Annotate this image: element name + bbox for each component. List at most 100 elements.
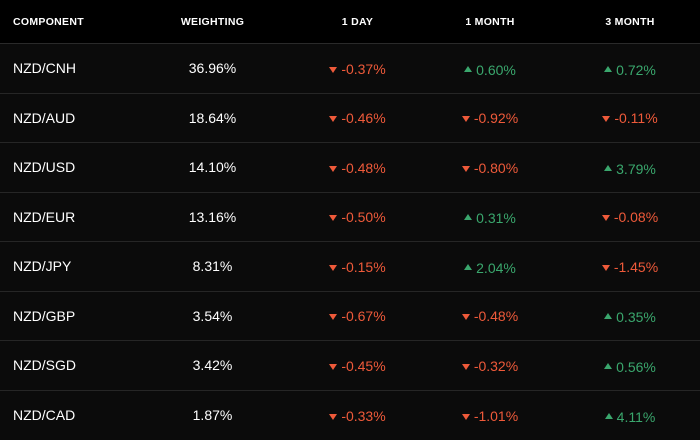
triangle-up-icon	[464, 66, 472, 72]
triangle-down-icon	[462, 116, 470, 122]
change-value: 0.72%	[604, 62, 656, 78]
change-value: -0.32%	[462, 358, 518, 374]
triangle-down-icon	[329, 166, 337, 172]
change-value: -0.33%	[329, 408, 385, 424]
triangle-up-icon	[604, 363, 612, 369]
change-1-month-cell: 0.60%	[420, 59, 560, 78]
table-header-row: COMPONENT WEIGHTING 1 DAY 1 MONTH 3 MONT…	[0, 0, 700, 44]
weighting-cell: 3.54%	[130, 308, 295, 324]
change-1-day-cell: -0.45%	[295, 357, 420, 374]
triangle-down-icon	[329, 116, 337, 122]
change-3-month-cell: 0.35%	[560, 306, 700, 325]
change-value: -0.08%	[602, 209, 658, 225]
triangle-down-icon	[602, 116, 610, 122]
component-cell: NZD/AUD	[0, 110, 130, 126]
change-1-month-cell: -0.92%	[420, 109, 560, 126]
change-value: -1.01%	[462, 408, 518, 424]
change-1-month-cell: -0.32%	[420, 357, 560, 374]
change-text: 0.31%	[476, 210, 516, 226]
weighting-cell: 13.16%	[130, 209, 295, 225]
change-3-month-cell: -0.11%	[560, 109, 700, 126]
triangle-down-icon	[329, 314, 337, 320]
change-text: -0.48%	[341, 160, 385, 176]
change-1-day-cell: -0.48%	[295, 159, 420, 176]
triangle-up-icon	[604, 165, 612, 171]
change-value: 0.35%	[604, 309, 656, 325]
change-1-month-cell: -0.48%	[420, 307, 560, 324]
change-3-month-cell: 0.72%	[560, 59, 700, 78]
triangle-up-icon	[604, 313, 612, 319]
change-3-month-cell: 0.56%	[560, 356, 700, 375]
change-value: 0.31%	[464, 210, 516, 226]
change-value: -0.92%	[462, 110, 518, 126]
change-text: -1.45%	[614, 259, 658, 275]
change-value: -0.15%	[329, 259, 385, 275]
change-value: 2.04%	[464, 260, 516, 276]
triangle-up-icon	[464, 264, 472, 270]
change-text: -0.33%	[341, 408, 385, 424]
triangle-down-icon	[329, 265, 337, 271]
column-header-1-month[interactable]: 1 MONTH	[420, 16, 560, 28]
column-header-component[interactable]: COMPONENT	[0, 16, 130, 28]
change-3-month-cell: -0.08%	[560, 208, 700, 225]
triangle-up-icon	[604, 66, 612, 72]
change-1-day-cell: -0.15%	[295, 258, 420, 275]
change-text: -0.80%	[474, 160, 518, 176]
change-value: -0.80%	[462, 160, 518, 176]
component-cell: NZD/USD	[0, 159, 130, 175]
change-value: -0.11%	[602, 110, 657, 126]
component-cell: NZD/JPY	[0, 258, 130, 274]
weighting-cell: 14.10%	[130, 159, 295, 175]
change-text: 4.11%	[617, 409, 656, 425]
change-1-day-cell: -0.37%	[295, 60, 420, 77]
weighting-cell: 3.42%	[130, 357, 295, 373]
column-header-weighting[interactable]: WEIGHTING	[130, 16, 295, 28]
component-cell: NZD/GBP	[0, 308, 130, 324]
change-1-month-cell: -1.01%	[420, 407, 560, 424]
change-text: -0.50%	[341, 209, 385, 225]
change-value: 0.60%	[464, 62, 516, 78]
weighting-cell: 1.87%	[130, 407, 295, 423]
triangle-up-icon	[605, 413, 613, 419]
change-text: -0.46%	[341, 110, 385, 126]
change-text: 0.35%	[616, 309, 656, 325]
change-text: 0.72%	[616, 62, 656, 78]
change-value: 4.11%	[605, 409, 656, 425]
component-cell: NZD/CAD	[0, 407, 130, 423]
change-value: -0.46%	[329, 110, 385, 126]
change-text: -0.32%	[474, 358, 518, 374]
change-3-month-cell: 4.11%	[560, 406, 700, 425]
column-header-3-month[interactable]: 3 MONTH	[560, 16, 700, 28]
component-cell: NZD/CNH	[0, 60, 130, 76]
change-1-month-cell: 0.31%	[420, 207, 560, 226]
triangle-down-icon	[602, 215, 610, 221]
change-text: -0.11%	[614, 110, 657, 126]
change-value: -0.45%	[329, 358, 385, 374]
column-header-1-day[interactable]: 1 DAY	[295, 16, 420, 28]
change-1-month-cell: 2.04%	[420, 257, 560, 276]
change-text: 2.04%	[476, 260, 516, 276]
change-3-month-cell: -1.45%	[560, 258, 700, 275]
change-text: -0.08%	[614, 209, 658, 225]
change-1-day-cell: -0.46%	[295, 109, 420, 126]
triangle-down-icon	[462, 314, 470, 320]
change-text: -1.01%	[474, 408, 518, 424]
change-text: 3.79%	[616, 161, 656, 177]
change-value: -0.67%	[329, 308, 385, 324]
change-1-day-cell: -0.33%	[295, 407, 420, 424]
triangle-down-icon	[329, 215, 337, 221]
change-value: 3.79%	[604, 161, 656, 177]
triangle-down-icon	[329, 364, 337, 370]
change-value: -0.48%	[329, 160, 385, 176]
triangle-down-icon	[462, 166, 470, 172]
triangle-down-icon	[602, 265, 610, 271]
